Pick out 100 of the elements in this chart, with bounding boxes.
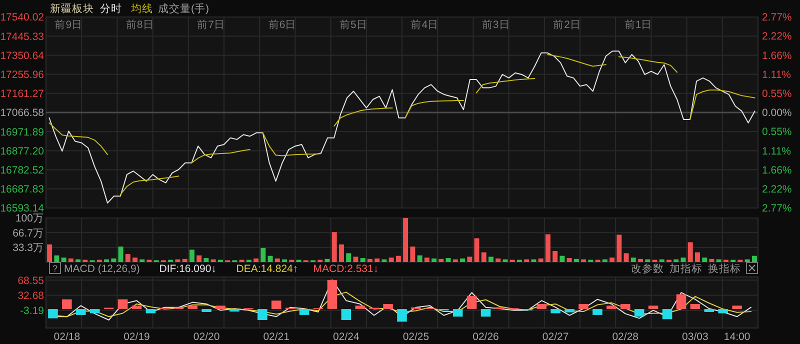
bar	[132, 258, 138, 262]
bar	[531, 259, 536, 262]
bar	[355, 306, 366, 310]
bar	[702, 258, 708, 262]
x-tick-label: 前9日	[54, 19, 83, 31]
chart-title: 新疆板块	[50, 2, 94, 15]
bar	[338, 244, 344, 262]
y-tick-label: 16782.52	[0, 164, 44, 176]
y-tick-label: 16971.89	[0, 126, 44, 138]
x-tick-label: 02/21	[263, 331, 290, 343]
bar	[467, 256, 472, 262]
y2-tick-label: 1.11%	[762, 68, 791, 81]
bar	[268, 256, 273, 262]
bar	[410, 246, 416, 262]
bar	[620, 304, 630, 310]
bar	[258, 309, 268, 320]
bar	[634, 309, 644, 317]
bar	[496, 258, 501, 262]
bar	[76, 259, 81, 262]
bar	[536, 304, 546, 310]
x-tick-label: 03/03	[682, 331, 708, 343]
bar	[638, 258, 644, 262]
bar	[382, 259, 387, 262]
bar	[578, 304, 588, 310]
y2-tick-label: 0.55%	[762, 88, 792, 100]
bar	[54, 255, 60, 262]
bar	[146, 309, 156, 314]
bar	[68, 258, 74, 262]
bar	[260, 248, 266, 262]
y-tick-label: 17445.33	[0, 30, 44, 43]
bar	[383, 304, 393, 310]
x-tick-label: 02/24	[333, 331, 360, 343]
bar	[196, 255, 202, 262]
text: DEA:14.824↑	[236, 263, 298, 275]
bar	[48, 309, 58, 318]
x-tick-label: 前2日	[553, 19, 581, 31]
bar	[574, 258, 579, 262]
bar	[452, 259, 458, 262]
bar	[581, 259, 586, 262]
bar	[466, 296, 477, 310]
x-tick-label: 前7日	[197, 19, 225, 31]
bar	[460, 258, 466, 262]
bar	[616, 234, 622, 262]
y2-tick-label: 0.55%	[762, 126, 792, 138]
bar	[602, 259, 608, 262]
y-tick-label: 32.68	[18, 290, 44, 302]
bar	[332, 232, 337, 262]
bar	[474, 238, 480, 262]
bar	[202, 309, 212, 312]
bar	[324, 258, 330, 262]
x-tick-label: 前3日	[482, 19, 510, 31]
bar	[47, 244, 52, 262]
bar	[397, 309, 407, 322]
bar	[403, 218, 408, 262]
y-tick-label: 33.3万	[12, 242, 44, 254]
x-tick-label: 02/18	[54, 331, 80, 343]
x-tick-label: 前5日	[340, 19, 368, 31]
bar	[341, 309, 352, 320]
bar	[732, 306, 742, 310]
bar	[61, 258, 66, 262]
y2-tick-label: 2.77%	[762, 202, 792, 215]
bar	[182, 258, 188, 262]
y2-tick-label: 2.77%	[762, 12, 792, 24]
bar	[709, 258, 714, 262]
text: 均线	[130, 2, 153, 15]
bar	[676, 294, 686, 310]
bar	[690, 304, 700, 310]
x-tick-label: 02/20	[193, 331, 220, 343]
bar	[188, 306, 198, 310]
series-label: MACD:2.531↓	[313, 263, 379, 275]
bar	[545, 234, 550, 262]
y-tick-label: 66.7万	[12, 227, 44, 240]
bar	[360, 258, 366, 262]
bar	[299, 309, 310, 315]
bar	[204, 258, 209, 262]
bar	[230, 309, 240, 312]
bar	[132, 306, 142, 310]
bar	[680, 258, 686, 262]
bar	[367, 258, 372, 262]
bar	[659, 259, 664, 262]
y2-tick-label: 1.66%	[762, 164, 792, 176]
bar	[674, 259, 679, 262]
bar	[216, 306, 226, 310]
bar	[716, 259, 722, 262]
bar	[502, 259, 508, 262]
bar	[480, 309, 491, 317]
bar	[424, 258, 430, 262]
x-tick-label: 02/28	[612, 331, 639, 343]
bar	[90, 309, 100, 314]
bar	[550, 309, 560, 314]
text: ?	[52, 264, 58, 274]
x-tick-label: 前4日	[410, 19, 439, 31]
x-tick-label: 前8日	[126, 19, 154, 31]
bar	[346, 253, 352, 262]
bar	[327, 280, 338, 310]
bar	[417, 255, 422, 262]
bar	[388, 258, 394, 262]
bar	[353, 256, 358, 262]
y2-tick-label: 2.22%	[762, 30, 792, 43]
bar	[564, 309, 574, 312]
